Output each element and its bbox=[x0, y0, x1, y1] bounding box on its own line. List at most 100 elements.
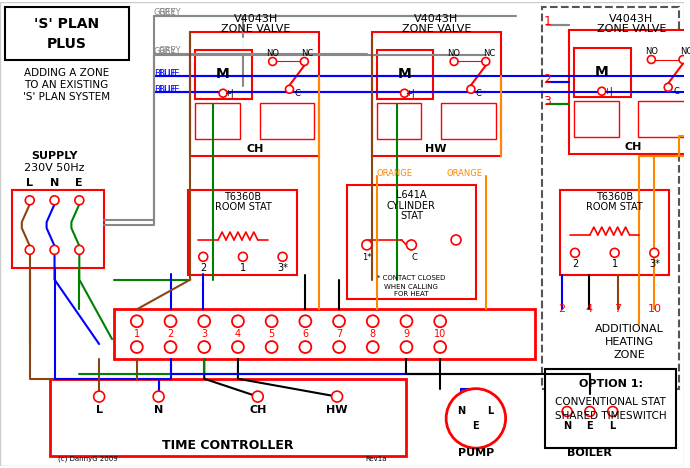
Text: V4043H: V4043H bbox=[234, 14, 278, 24]
Bar bbox=[574, 48, 631, 97]
Text: T6360B: T6360B bbox=[596, 192, 633, 202]
Text: 10: 10 bbox=[434, 329, 446, 339]
Text: 2: 2 bbox=[200, 263, 206, 273]
Bar bbox=[638, 101, 690, 137]
Text: BLUE: BLUE bbox=[154, 85, 175, 94]
Text: N: N bbox=[563, 421, 571, 431]
Text: TO AN EXISTING: TO AN EXISTING bbox=[24, 80, 108, 90]
Text: GREY: GREY bbox=[154, 47, 176, 56]
Text: 'S' PLAN: 'S' PLAN bbox=[34, 17, 99, 31]
Circle shape bbox=[232, 341, 244, 353]
Circle shape bbox=[664, 83, 672, 91]
Text: NO: NO bbox=[645, 47, 658, 56]
Text: 6: 6 bbox=[302, 329, 308, 339]
Circle shape bbox=[94, 391, 105, 402]
Text: 3: 3 bbox=[543, 95, 551, 108]
Text: CYLINDER: CYLINDER bbox=[387, 201, 436, 211]
Circle shape bbox=[400, 315, 413, 327]
Circle shape bbox=[199, 252, 208, 261]
Text: 2: 2 bbox=[168, 329, 174, 339]
Text: CH: CH bbox=[625, 142, 642, 152]
Text: (c) DannyG 2009: (c) DannyG 2009 bbox=[57, 456, 117, 462]
Text: V4043H: V4043H bbox=[414, 14, 458, 24]
Circle shape bbox=[26, 196, 34, 205]
Text: ZONE: ZONE bbox=[613, 350, 645, 360]
Text: N: N bbox=[457, 407, 465, 417]
Text: NO: NO bbox=[448, 49, 460, 58]
Circle shape bbox=[300, 58, 308, 66]
Bar bbox=[195, 103, 240, 139]
Circle shape bbox=[26, 245, 34, 254]
Text: 4: 4 bbox=[235, 329, 241, 339]
Circle shape bbox=[482, 58, 490, 66]
Circle shape bbox=[406, 240, 416, 250]
Bar bbox=[545, 369, 676, 448]
Text: SUPPLY: SUPPLY bbox=[31, 151, 78, 161]
Text: Rev1a: Rev1a bbox=[365, 456, 386, 462]
Text: BOILER: BOILER bbox=[567, 448, 612, 458]
Circle shape bbox=[131, 341, 143, 353]
Text: 1: 1 bbox=[611, 259, 618, 269]
Text: C: C bbox=[673, 87, 679, 96]
Circle shape bbox=[131, 315, 143, 327]
Text: CONVENTIONAL STAT: CONVENTIONAL STAT bbox=[555, 396, 666, 407]
Circle shape bbox=[286, 85, 293, 93]
Text: ROOM STAT: ROOM STAT bbox=[215, 202, 271, 212]
Circle shape bbox=[332, 391, 342, 402]
Text: 3*: 3* bbox=[277, 263, 288, 273]
Text: NC: NC bbox=[302, 49, 313, 58]
Circle shape bbox=[266, 315, 277, 327]
Text: 9: 9 bbox=[404, 329, 410, 339]
Text: BLUE: BLUE bbox=[159, 85, 180, 94]
Text: 1: 1 bbox=[240, 263, 246, 273]
Circle shape bbox=[333, 341, 345, 353]
Bar bbox=[50, 379, 406, 456]
Circle shape bbox=[50, 245, 59, 254]
Circle shape bbox=[232, 315, 244, 327]
Text: L: L bbox=[26, 178, 33, 189]
Text: BLUE: BLUE bbox=[159, 69, 180, 78]
Circle shape bbox=[434, 315, 446, 327]
Bar bbox=[188, 190, 297, 275]
Text: C: C bbox=[476, 89, 482, 98]
Text: TIME CONTROLLER: TIME CONTROLLER bbox=[162, 439, 294, 452]
Bar bbox=[190, 32, 319, 156]
Circle shape bbox=[198, 315, 210, 327]
Circle shape bbox=[299, 341, 311, 353]
Bar bbox=[372, 32, 501, 156]
Bar bbox=[259, 103, 314, 139]
Text: E: E bbox=[586, 421, 593, 431]
Circle shape bbox=[333, 315, 345, 327]
Text: SHARED TIMESWITCH: SHARED TIMESWITCH bbox=[555, 411, 667, 421]
Text: PUMP: PUMP bbox=[457, 448, 494, 458]
Text: M: M bbox=[397, 67, 411, 81]
Text: 10: 10 bbox=[649, 304, 662, 314]
Text: 2: 2 bbox=[572, 259, 578, 269]
Circle shape bbox=[650, 249, 659, 257]
Text: T6360B: T6360B bbox=[224, 192, 262, 202]
Circle shape bbox=[165, 315, 177, 327]
Text: ORANGE: ORANGE bbox=[446, 169, 482, 178]
Circle shape bbox=[75, 196, 83, 205]
Text: C: C bbox=[411, 253, 417, 262]
Text: FOR HEAT: FOR HEAT bbox=[394, 292, 428, 298]
Circle shape bbox=[585, 407, 595, 417]
Text: GREY: GREY bbox=[159, 46, 181, 55]
Text: CH: CH bbox=[246, 144, 264, 154]
Bar bbox=[377, 103, 422, 139]
Text: NC: NC bbox=[482, 49, 495, 58]
Text: N: N bbox=[154, 405, 164, 416]
Bar bbox=[542, 7, 679, 388]
Bar bbox=[545, 394, 635, 441]
Text: +|: +| bbox=[224, 89, 234, 98]
Circle shape bbox=[434, 341, 446, 353]
Text: STAT: STAT bbox=[400, 211, 423, 221]
Circle shape bbox=[446, 388, 506, 448]
Text: ORANGE: ORANGE bbox=[377, 169, 413, 178]
Text: WHEN CALLING: WHEN CALLING bbox=[384, 284, 438, 290]
Text: 1*: 1* bbox=[362, 253, 371, 262]
Text: E: E bbox=[75, 178, 83, 189]
Text: M: M bbox=[216, 67, 230, 81]
Text: ADDING A ZONE: ADDING A ZONE bbox=[23, 68, 109, 79]
Text: NC: NC bbox=[680, 47, 690, 56]
